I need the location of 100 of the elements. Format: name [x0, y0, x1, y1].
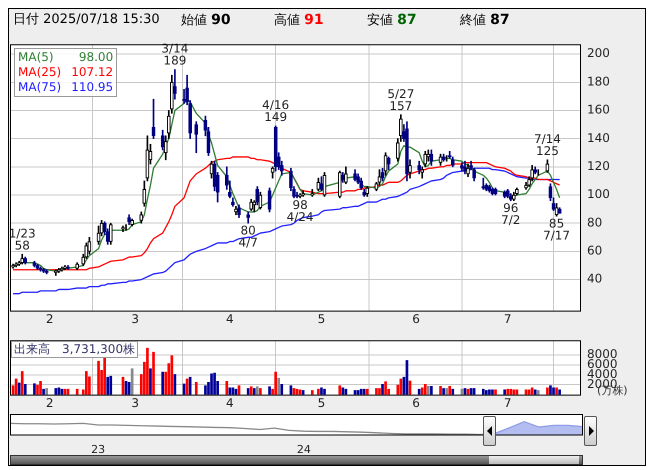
text: MA(5) 98.00 [18, 50, 114, 64]
candlestick [502, 190, 506, 198]
candlestick [438, 154, 442, 166]
candlestick [152, 98, 156, 139]
candlestick [249, 198, 254, 211]
bar [250, 386, 253, 395]
bar [130, 368, 134, 395]
candlestick [274, 126, 278, 172]
y-tick-label: 200 [587, 46, 610, 60]
annotation: 5/27 157 [387, 86, 414, 113]
bar [406, 360, 408, 395]
text: 始値 90 [181, 12, 231, 28]
y-tick-label: 60 [587, 244, 602, 258]
bar [161, 372, 164, 395]
bar [381, 384, 384, 395]
candlestick [23, 256, 28, 264]
candlestick [408, 159, 412, 178]
text: 高値 91 [274, 12, 324, 28]
x-tick-label: 6 [412, 312, 420, 326]
bar [302, 390, 304, 395]
bar [60, 388, 64, 395]
candlestick [380, 168, 384, 182]
bar [58, 387, 60, 395]
bar [384, 381, 387, 395]
bar [204, 385, 207, 395]
bar [378, 388, 381, 395]
annotation: 80 4/7 [238, 223, 258, 250]
bar [228, 387, 232, 395]
bar [509, 388, 512, 395]
bar [14, 378, 18, 395]
bar [274, 372, 277, 395]
bar [170, 355, 174, 395]
bar [128, 382, 130, 395]
bar [225, 380, 228, 395]
bar [488, 389, 491, 395]
bar [18, 382, 20, 395]
bar [182, 384, 186, 395]
x-tick-label: 6 [412, 396, 420, 410]
bar [246, 388, 250, 395]
candlestick [338, 170, 342, 198]
bar [491, 389, 494, 395]
candlestick [506, 189, 510, 198]
bar [549, 385, 552, 395]
chart-title: 日付 2025/07/18 15:30 [13, 11, 160, 29]
bar [472, 388, 476, 395]
bar [354, 390, 356, 395]
bar [317, 388, 320, 395]
candlestick [160, 130, 165, 150]
candlestick [234, 206, 238, 216]
bar [360, 388, 362, 395]
x-tick-label: 7 [504, 312, 512, 326]
candlestick [322, 172, 326, 197]
candlestick [508, 193, 513, 201]
bar [555, 387, 558, 395]
y-tick-label: 100 [587, 187, 610, 202]
x-tick-label: 3 [131, 312, 140, 326]
chart-title: 出来高 3,731,300株 [11, 341, 138, 358]
y-tick-label: 80 [587, 215, 602, 230]
bar [516, 389, 518, 395]
candlestick [442, 154, 446, 162]
bar [445, 388, 448, 395]
bar [470, 388, 472, 395]
bar [280, 384, 284, 395]
bar [66, 388, 70, 395]
candlestick [121, 226, 125, 232]
bar [39, 380, 42, 395]
candlestick [405, 121, 409, 182]
bar [296, 388, 298, 395]
bar [146, 348, 149, 395]
candlestick [63, 265, 67, 270]
candlestick [554, 203, 558, 216]
x-tick-label: 3 [131, 396, 140, 410]
bar [534, 389, 537, 395]
bar [356, 390, 360, 395]
candlestick [210, 160, 214, 178]
bar [149, 368, 152, 395]
candlestick [127, 214, 131, 225]
bar [451, 388, 454, 395]
candlestick [256, 186, 260, 206]
bar [528, 389, 530, 395]
bar [442, 388, 445, 395]
candlestick [108, 222, 113, 245]
bar [290, 385, 292, 395]
bar [426, 386, 430, 395]
y-tick-label: 140 [587, 130, 610, 145]
x-tick-label: 7 [504, 396, 512, 410]
text: 安値 87 [367, 12, 417, 28]
candlestick [488, 184, 492, 193]
bar [33, 383, 36, 395]
bar [418, 388, 420, 395]
annotation: 85 7/17 [543, 216, 570, 242]
candlestick [386, 156, 390, 170]
bar [188, 376, 192, 395]
bar [536, 390, 540, 395]
candlestick [252, 200, 256, 212]
candlestick [270, 166, 274, 178]
bar [298, 389, 302, 395]
bar [362, 388, 366, 395]
bar [424, 384, 427, 395]
x-tick-label: 4 [226, 312, 234, 326]
